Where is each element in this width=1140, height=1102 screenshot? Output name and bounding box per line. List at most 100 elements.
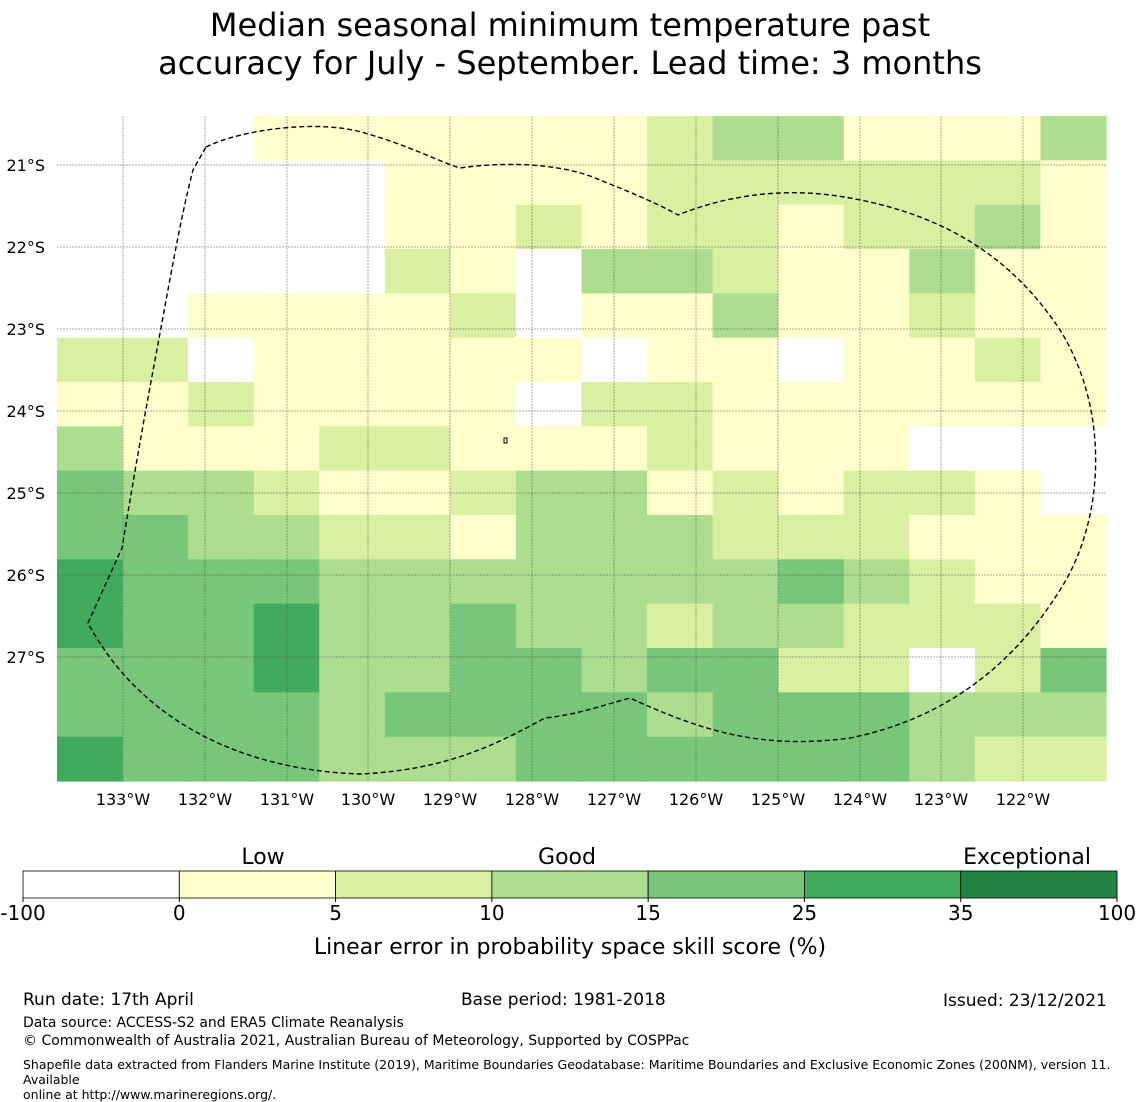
heatmap-cell [1040, 692, 1107, 738]
eez-boundary [87, 125, 1097, 775]
heatmap-cell [122, 293, 189, 339]
heatmap-cell [1040, 160, 1107, 206]
heatmap-cell [122, 648, 189, 693]
heatmap-cell [647, 116, 714, 161]
legend-colorbar [22, 870, 1118, 899]
heatmap-cell [122, 204, 189, 250]
heatmap-cell [647, 648, 714, 693]
heatmap-cell [384, 692, 451, 738]
heatmap-cell [909, 515, 976, 560]
heatmap-cell [122, 692, 189, 738]
heatmap-cell [909, 736, 976, 782]
heatmap-cell [450, 293, 517, 339]
heatmap-cell [843, 603, 910, 649]
heatmap-cell [253, 426, 320, 472]
heatmap-cell [122, 559, 189, 605]
heatmap-cell [909, 648, 976, 693]
legend-swatch [491, 870, 649, 899]
graticule [57, 116, 1106, 781]
heatmap-cell [188, 603, 255, 649]
heatmap-cell [450, 337, 517, 383]
heatmap-cell [57, 249, 124, 294]
heatmap-cell [122, 160, 189, 206]
latitude-tick-label: 27°S [6, 648, 45, 667]
heatmap-cell [712, 515, 779, 560]
base-period: Base period: 1981-2018 [461, 990, 666, 1010]
heatmap-cell [57, 337, 124, 383]
heatmap-cell [450, 559, 517, 605]
legend-tick-label: 35 [948, 901, 973, 925]
legend-swatch [647, 870, 805, 899]
longitude-tick-label: 127°W [587, 790, 642, 809]
heatmap-cell [909, 337, 976, 383]
longitude-tick-label: 133°W [96, 790, 151, 809]
heatmap-cell [188, 293, 255, 339]
heatmap-cell [319, 204, 386, 250]
heatmap-cell [122, 603, 189, 649]
legend-swatch [960, 870, 1118, 899]
heatmap-cell [57, 204, 124, 250]
heatmap-cell [778, 603, 845, 649]
heatmap-cell [319, 293, 386, 339]
shapefile-credit-line-1: Shapefile data extracted from Flanders M… [23, 1057, 1111, 1087]
heatmap-cell [122, 116, 189, 161]
colorbar-label: Linear error in probability space skill … [314, 935, 826, 960]
heatmap-cell [909, 160, 976, 206]
heatmap-cell [843, 337, 910, 383]
heatmap-cell [515, 204, 583, 250]
heatmap-cell [712, 692, 779, 738]
heatmap-cell [778, 293, 845, 339]
heatmap-cell [974, 692, 1042, 738]
heatmap-cell [450, 736, 517, 782]
heatmap-cell [974, 736, 1042, 782]
longitude-tick-label: 130°W [341, 790, 396, 809]
heatmap-cell [974, 382, 1042, 427]
heatmap-cell [647, 204, 714, 250]
legend-swatch [335, 870, 493, 899]
heatmap-cell [188, 692, 255, 738]
heatmap-cell [319, 603, 386, 649]
heatmap-cell [778, 515, 845, 560]
heatmap-cell [974, 603, 1042, 649]
heatmap-cell [515, 426, 583, 472]
heatmap-cell [843, 204, 910, 250]
heatmap-cell [450, 692, 517, 738]
heatmap-cell [909, 559, 976, 605]
longitude-tick-label: 132°W [178, 790, 233, 809]
heatmap-cell [1040, 382, 1107, 427]
heatmap-cell [909, 116, 976, 161]
heatmap-cell [712, 337, 779, 383]
latitude-tick-label: 23°S [6, 320, 45, 339]
heatmap-cell [778, 692, 845, 738]
copyright-notice: © Commonwealth of Australia 2021, Austra… [23, 1033, 690, 1049]
heatmap-cell [974, 249, 1042, 294]
heatmap-cell [974, 116, 1042, 161]
heatmap-cell [57, 116, 124, 161]
legend-tick-label: -100 [0, 901, 45, 925]
heatmap-cell [1040, 116, 1107, 161]
heatmap-cell [57, 382, 124, 427]
heatmap-cell [319, 736, 386, 782]
heatmap-cell [778, 249, 845, 294]
longitude-tick-label: 131°W [260, 790, 315, 809]
heatmap-cell [712, 160, 779, 206]
heatmap-cell [515, 603, 583, 649]
heatmap-cell [319, 692, 386, 738]
heatmap-cell [57, 692, 124, 738]
heatmap-cell [319, 426, 386, 472]
latitude-labels: 21°S 22°S 23°S 24°S 25°S 26°S 27°S [6, 156, 45, 667]
heatmap-cell [319, 337, 386, 383]
heatmap-cell [974, 293, 1042, 339]
heatmap-cell [450, 603, 517, 649]
heatmap-cell [909, 249, 976, 294]
heatmap-cell [57, 160, 124, 206]
heatmap-cell [319, 382, 386, 427]
heatmap-cell [1040, 603, 1107, 649]
heatmap-cell [450, 382, 517, 427]
heatmap-cell [1040, 204, 1107, 250]
heatmap-cell [712, 603, 779, 649]
heatmap-cell [1040, 249, 1107, 294]
heatmap-cell [843, 692, 910, 738]
heatmap-cell [515, 736, 583, 782]
heatmap-cell [647, 603, 714, 649]
